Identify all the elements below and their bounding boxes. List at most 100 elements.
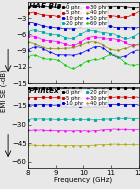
20 phr — [138, 117, 139, 119]
10 phr — [80, 105, 81, 107]
30 phr — [55, 129, 57, 132]
Line: 50 phr: 50 phr — [27, 46, 139, 58]
5 phr — [55, 15, 57, 17]
10 phr — [100, 22, 102, 24]
30 phr — [65, 129, 66, 132]
Line: 30 phr: 30 phr — [27, 35, 139, 46]
30 phr — [66, 43, 68, 46]
20 phr — [127, 117, 128, 119]
10 phr — [59, 104, 61, 106]
30 phr — [61, 42, 63, 44]
40 phr — [59, 144, 61, 147]
30 phr — [138, 129, 139, 131]
40 phr — [113, 143, 115, 145]
10 phr — [63, 27, 64, 29]
0 phr — [78, 8, 80, 10]
30 phr — [98, 129, 100, 132]
20 phr — [46, 118, 48, 120]
20 phr — [66, 37, 68, 39]
5 phr — [138, 96, 139, 99]
20 phr — [138, 32, 139, 34]
5 phr — [65, 96, 66, 99]
5 phr — [98, 13, 100, 16]
50 phr — [46, 49, 48, 51]
10 phr — [46, 26, 48, 28]
40 phr — [138, 43, 139, 45]
40 phr — [46, 47, 48, 49]
5 phr — [66, 16, 68, 19]
5 phr — [65, 16, 66, 19]
0 phr — [98, 4, 100, 6]
40 phr — [65, 47, 66, 49]
30 phr — [59, 129, 61, 132]
20 phr — [70, 38, 72, 40]
50 phr — [65, 53, 66, 56]
Line: 20 phr: 20 phr — [27, 117, 139, 121]
30 phr — [138, 44, 139, 46]
5 phr — [138, 11, 139, 13]
40 phr — [65, 144, 66, 147]
50 phr — [27, 49, 29, 51]
20 phr — [65, 118, 66, 121]
60 phr — [65, 64, 66, 67]
30 phr — [65, 43, 66, 45]
5 phr — [46, 14, 48, 16]
30 phr — [27, 35, 29, 37]
0 phr — [59, 87, 61, 89]
X-axis label: Frequency (GHz): Frequency (GHz) — [54, 177, 112, 184]
20 phr — [98, 118, 100, 121]
0 phr — [46, 87, 48, 89]
5 phr — [55, 96, 57, 99]
10 phr — [59, 27, 61, 29]
50 phr — [63, 54, 64, 56]
Line: 10 phr: 10 phr — [27, 103, 139, 106]
5 phr — [98, 97, 100, 99]
30 phr — [81, 130, 83, 132]
20 phr — [27, 118, 29, 121]
0 phr — [65, 87, 66, 89]
0 phr — [89, 88, 91, 90]
0 phr — [55, 6, 57, 9]
10 phr — [93, 20, 95, 23]
10 phr — [27, 104, 29, 106]
5 phr — [117, 96, 119, 98]
10 phr — [123, 103, 124, 105]
5 phr — [27, 12, 29, 14]
Line: 30 phr: 30 phr — [27, 128, 139, 132]
10 phr — [65, 104, 66, 106]
30 phr — [57, 41, 59, 43]
10 phr — [55, 27, 57, 29]
0 phr — [59, 6, 61, 8]
20 phr — [27, 31, 29, 33]
20 phr — [48, 33, 49, 35]
Text: Printex Black: Printex Black — [29, 88, 84, 94]
0 phr — [55, 87, 57, 89]
Line: 60 phr: 60 phr — [27, 53, 139, 69]
Line: 0 phr: 0 phr — [27, 5, 139, 9]
60 phr — [112, 53, 113, 55]
30 phr — [46, 129, 48, 132]
30 phr — [63, 129, 64, 132]
Text: EMI SE (-dB): EMI SE (-dB) — [1, 69, 7, 112]
30 phr — [100, 36, 102, 39]
Line: 20 phr: 20 phr — [27, 29, 139, 40]
40 phr — [63, 47, 64, 49]
Line: 40 phr: 40 phr — [27, 143, 139, 147]
5 phr — [63, 17, 64, 19]
20 phr — [61, 35, 63, 37]
60 phr — [70, 67, 72, 70]
30 phr — [113, 128, 115, 130]
20 phr — [74, 119, 76, 121]
60 phr — [138, 64, 139, 66]
5 phr — [59, 15, 61, 18]
20 phr — [55, 118, 57, 121]
10 phr — [98, 104, 100, 106]
40 phr — [63, 144, 64, 146]
20 phr — [57, 34, 59, 37]
10 phr — [63, 104, 64, 106]
Line: 0 phr: 0 phr — [27, 87, 139, 90]
0 phr — [98, 87, 100, 90]
0 phr — [100, 5, 102, 7]
Line: 40 phr: 40 phr — [27, 41, 139, 51]
30 phr — [68, 44, 70, 47]
